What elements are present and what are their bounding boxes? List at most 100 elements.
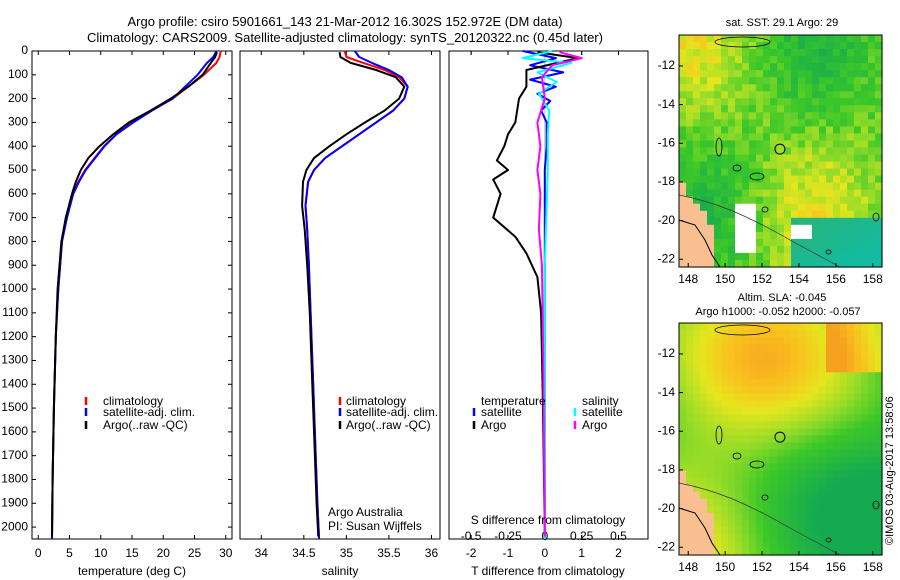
map-cell	[868, 407, 876, 415]
map-cell	[861, 119, 869, 127]
map-cell	[749, 147, 757, 156]
map-cell	[735, 547, 743, 556]
map-cell	[693, 231, 701, 240]
map-cell	[721, 252, 729, 261]
map-cell	[707, 56, 715, 64]
map-cell	[833, 210, 841, 219]
map-cell	[693, 252, 701, 261]
map-cell	[875, 49, 883, 57]
sla-map-panel: Altim. SLA: -0.045 Argo h1000: -0.052 h2…	[658, 292, 883, 574]
map-cell	[854, 337, 862, 345]
map-cell	[714, 337, 722, 345]
map-cell	[868, 154, 876, 163]
map-cell	[756, 505, 764, 514]
map-cell	[805, 330, 813, 338]
map-cell	[749, 133, 757, 142]
map-cell	[700, 442, 708, 451]
map-cell	[735, 526, 743, 535]
map-cell	[868, 77, 876, 85]
map-cell	[735, 147, 743, 156]
map-cell	[700, 259, 708, 268]
map-cell	[861, 63, 869, 71]
y-tick-label: 200	[8, 91, 28, 105]
map-cell	[868, 540, 876, 549]
map-cell	[749, 505, 757, 514]
x-tick-label: 10	[94, 546, 108, 560]
map-cell	[770, 428, 778, 437]
reef-outline	[714, 324, 771, 336]
map-cell	[875, 224, 883, 233]
map-cell	[679, 182, 687, 191]
map-cell	[791, 252, 799, 261]
map-cell	[763, 540, 771, 549]
map-cell	[861, 344, 869, 352]
map-cell	[805, 49, 813, 57]
map-cell	[714, 140, 722, 149]
map-cell	[756, 91, 764, 99]
map-cell	[875, 140, 883, 149]
map-cell	[728, 63, 736, 71]
map-cell	[861, 393, 869, 401]
map-cell	[847, 498, 855, 507]
map-cell	[805, 533, 813, 542]
map-cell	[868, 161, 876, 170]
map-cell	[812, 133, 820, 142]
map-cell	[756, 189, 764, 198]
map-cell	[812, 252, 820, 261]
map-cell	[854, 456, 862, 465]
map-cell	[833, 140, 841, 149]
map-cell	[861, 547, 869, 556]
map-cell	[854, 526, 862, 535]
map-cell	[833, 63, 841, 71]
map-cell	[875, 161, 883, 170]
map-cell	[735, 344, 743, 352]
map-cell	[819, 365, 827, 373]
map-cell	[700, 231, 708, 240]
map-cell	[721, 224, 729, 233]
map-cell	[714, 35, 722, 43]
map-cell	[798, 168, 806, 177]
map-cell	[875, 330, 883, 338]
map-x-tick-label: 156	[826, 272, 846, 286]
map-cell	[805, 217, 813, 226]
map-cell	[693, 393, 701, 401]
map-cell	[770, 358, 778, 366]
map-cell	[868, 42, 876, 50]
map-cell	[777, 386, 785, 394]
map-cell	[686, 238, 694, 247]
map-cell	[847, 505, 855, 514]
map-cell	[798, 428, 806, 437]
map-cell	[721, 63, 729, 71]
map-cell	[854, 400, 862, 408]
map-cell	[686, 231, 694, 240]
map-cell	[749, 470, 757, 479]
map-cell	[728, 245, 736, 254]
map-cell	[763, 386, 771, 394]
map-cell	[826, 147, 834, 156]
map-cell	[833, 428, 841, 437]
map-cell	[847, 512, 855, 521]
map-cell	[847, 175, 855, 184]
map-cell	[784, 203, 792, 212]
map-cell	[756, 498, 764, 507]
map-cell	[812, 330, 820, 338]
map-cell	[686, 105, 694, 113]
y-tick-label: 1000	[1, 281, 28, 295]
map-cell	[868, 547, 876, 556]
map-cell	[805, 393, 813, 401]
map-cell	[826, 203, 834, 212]
map-cell	[679, 393, 687, 401]
map-cell	[875, 491, 883, 500]
map-cell	[679, 365, 687, 373]
map-cell	[728, 133, 736, 142]
map-cell	[868, 337, 876, 345]
map-cell	[833, 91, 841, 99]
map-cell	[784, 456, 792, 465]
salinity-axes-frame	[239, 50, 441, 540]
map-cell	[833, 519, 841, 528]
map-cell	[833, 112, 841, 120]
map-cell	[721, 189, 729, 198]
map-cell	[693, 400, 701, 408]
map-cell	[714, 484, 722, 493]
map-cell	[721, 323, 729, 331]
